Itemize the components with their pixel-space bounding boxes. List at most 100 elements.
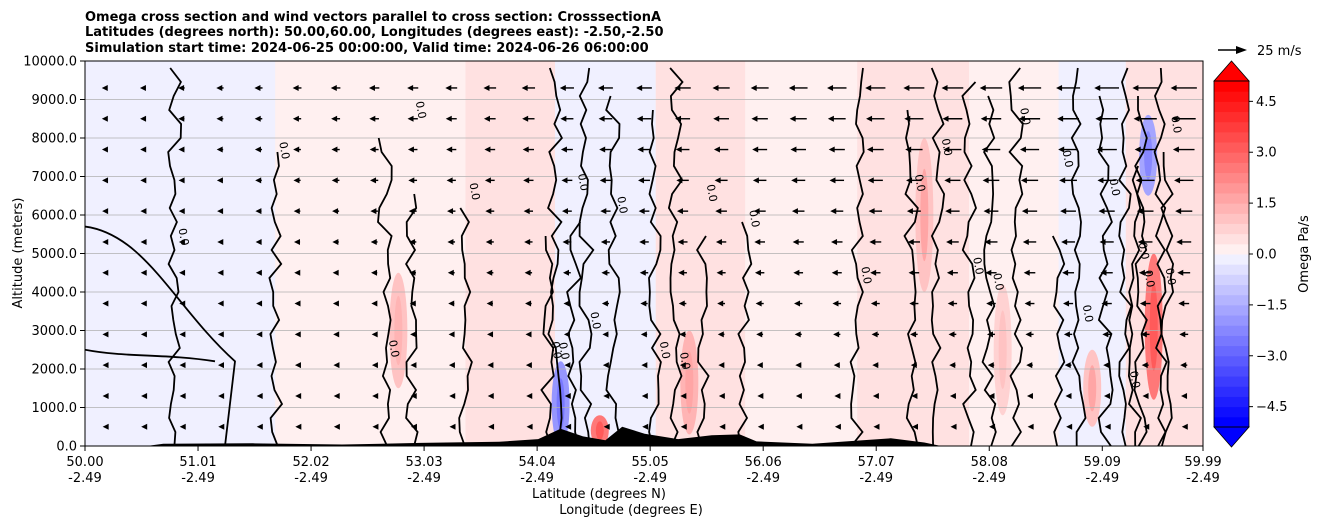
x-tick-label-lon: -2.49 — [972, 471, 1006, 486]
wind-vector-head — [102, 208, 109, 215]
wind-vector — [987, 362, 995, 369]
wind-vector — [255, 177, 262, 184]
wind-vector — [523, 208, 534, 215]
contour-label-zero: 0.0 — [746, 209, 762, 228]
wind-vector-head — [293, 177, 300, 184]
wind-vector-head — [179, 331, 186, 338]
colorbar-segment — [1214, 335, 1249, 347]
wind-vector — [949, 392, 956, 399]
wind-vector — [989, 423, 996, 430]
wind-vector-head — [870, 269, 877, 276]
wind-vector — [1181, 392, 1188, 399]
wind-vector — [906, 208, 921, 215]
wind-vector — [981, 146, 1001, 153]
wind-vector — [487, 331, 494, 338]
wind-vector — [293, 208, 301, 215]
wind-vector — [638, 208, 650, 215]
wind-vector — [563, 300, 571, 307]
wind-vector — [102, 300, 109, 307]
wind-vector — [448, 300, 455, 307]
wind-vector — [370, 208, 378, 215]
y-tick-label: 10000.0 — [23, 55, 77, 70]
wind-vector — [485, 208, 495, 215]
wind-vector-head — [1102, 331, 1109, 338]
contour-label-zero: 0.0 — [912, 173, 928, 192]
wind-vector-head — [410, 362, 417, 369]
wind-vector-head — [1018, 115, 1025, 122]
wind-vector-head — [563, 331, 570, 338]
wind-vector — [102, 238, 109, 245]
wind-vector — [679, 362, 686, 369]
wind-vector — [911, 392, 918, 399]
wind-vector-head — [638, 208, 645, 215]
wind-vector-head — [755, 300, 762, 307]
colorbar-segment — [1214, 406, 1249, 418]
contour-line-zero — [540, 235, 555, 446]
wind-vector — [449, 423, 456, 430]
colorbar-segment — [1214, 162, 1249, 174]
contour-line-zero-west — [85, 225, 236, 446]
chart-title-line-1: Omega cross section and wind vectors par… — [85, 10, 661, 25]
wind-vector-head — [600, 238, 607, 245]
x-axis: 50.00-2.4951.01-2.4952.02-2.4953.03-2.49… — [66, 446, 1222, 486]
wind-vector — [946, 269, 958, 276]
wind-vector — [522, 115, 535, 122]
wind-vector-head — [216, 146, 223, 153]
wind-vector-head — [294, 269, 301, 276]
wind-vector — [1104, 423, 1111, 430]
wind-vector-head — [178, 208, 185, 215]
wind-vector-field — [101, 84, 1197, 430]
colorbar-segment — [1214, 355, 1249, 367]
wind-vector-head — [1176, 238, 1183, 245]
wind-vector-head — [829, 177, 836, 184]
wind-vector — [680, 423, 687, 430]
colorbar-tick-label: 0.0 — [1256, 248, 1277, 263]
contour-line-zero — [648, 109, 662, 446]
wind-vector-head — [409, 269, 416, 276]
wind-vector-head — [179, 392, 186, 399]
wind-vector-head — [989, 423, 996, 430]
wind-vector-head — [331, 115, 338, 122]
wind-vector — [565, 423, 572, 430]
wind-vector — [256, 362, 263, 369]
wind-vector — [788, 84, 808, 91]
wind-vector — [1021, 208, 1038, 215]
wind-vector — [178, 146, 185, 153]
wind-vector-head — [791, 208, 798, 215]
x-tick-label-lon: -2.49 — [746, 471, 780, 486]
wind-vector — [409, 300, 416, 307]
wind-vector — [140, 331, 147, 338]
wind-vector-head — [1022, 238, 1029, 245]
wind-vector — [865, 84, 886, 91]
wind-vector-head — [719, 423, 726, 430]
wind-vector — [750, 84, 769, 91]
wind-vector-head — [603, 392, 610, 399]
wind-vector — [331, 177, 340, 184]
wind-vector-head — [1027, 423, 1034, 430]
wind-vector-head — [712, 84, 719, 91]
wind-vector — [486, 269, 494, 276]
colorbar-segment — [1214, 101, 1249, 113]
contour-line-zero — [1097, 95, 1114, 446]
wind-vector — [676, 208, 689, 215]
wind-vector — [830, 208, 844, 215]
contour-line-zero — [1153, 67, 1168, 446]
wind-vector — [216, 115, 224, 122]
wind-vector-head — [256, 392, 263, 399]
wind-vector — [332, 208, 340, 215]
colorbar-segment — [1214, 396, 1249, 408]
contour-labels: 0.00.00.00.0 0.00.00.0 0.00.00.00.00.00.00… — [176, 100, 1185, 389]
wind-vector — [410, 392, 417, 399]
x-tick-label-lon: -2.49 — [294, 471, 328, 486]
wind-vector-head — [675, 115, 682, 122]
wind-vector — [905, 146, 923, 153]
wind-vector-head — [908, 269, 915, 276]
wind-vector — [409, 238, 417, 245]
wind-vector — [410, 331, 417, 338]
wind-vector — [794, 300, 803, 307]
wind-vector — [255, 269, 262, 276]
colorbar-segment — [1214, 192, 1249, 204]
wind-vector-head — [1060, 208, 1067, 215]
wind-vector — [908, 269, 920, 276]
wind-vector — [521, 84, 536, 91]
